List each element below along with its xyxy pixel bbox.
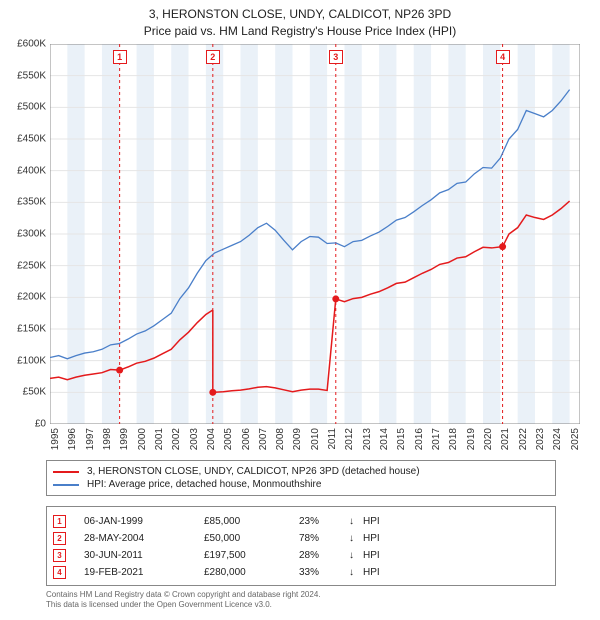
legend-swatch [53,471,79,473]
y-tick-label: £300K [17,229,46,240]
x-tick-label: 1997 [85,428,96,450]
x-tick-label: 2021 [500,428,511,450]
event-marker-1: 1 [113,50,127,64]
title-address: 3, HERONSTON CLOSE, UNDY, CALDICOT, NP26… [0,6,600,23]
plot-svg [50,44,580,424]
events-box: 106-JAN-1999£85,00023%↓HPI228-MAY-2004£5… [46,506,556,586]
x-tick-label: 2000 [137,428,148,450]
x-tick-label: 2024 [552,428,563,450]
y-tick-label: £350K [17,197,46,208]
legend-swatch [53,484,79,486]
legend-label: HPI: Average price, detached house, Monm… [87,479,321,490]
y-tick-label: £600K [17,39,46,50]
event-price: £50,000 [204,533,299,544]
x-tick-label: 2006 [241,428,252,450]
down-arrow-icon: ↓ [349,550,363,561]
y-tick-label: £0 [35,419,46,430]
event-marker-3: 3 [329,50,343,64]
x-tick-label: 1999 [119,428,130,450]
x-tick-label: 2011 [327,428,338,450]
x-tick-label: 2020 [483,428,494,450]
event-price: £280,000 [204,567,299,578]
y-tick-label: £50K [23,387,46,398]
legend-box: 3, HERONSTON CLOSE, UNDY, CALDICOT, NP26… [46,460,556,496]
y-tick-label: £200K [17,292,46,303]
event-row: 1 06-JAN-1999£85,00023%↓HPI [53,513,549,530]
event-vs: HPI [363,567,380,578]
x-tick-label: 2023 [535,428,546,450]
event-vs: HPI [363,533,380,544]
event-diff: 28% [299,550,349,561]
event-price: £85,000 [204,516,299,527]
x-tick-label: 2017 [431,428,442,450]
x-tick-label: 2025 [570,428,581,450]
x-tick-label: 2019 [466,428,477,450]
down-arrow-icon: ↓ [349,533,363,544]
x-tick-label: 2015 [396,428,407,450]
x-tick-label: 1995 [50,428,61,450]
y-tick-label: £500K [17,102,46,113]
y-tick-label: £150K [17,324,46,335]
chart-area: £0£50K£100K£150K£200K£250K£300K£350K£400… [50,44,580,424]
chart-container: 3, HERONSTON CLOSE, UNDY, CALDICOT, NP26… [0,0,600,620]
event-diff: 23% [299,516,349,527]
x-tick-label: 1996 [67,428,78,450]
event-diff: 78% [299,533,349,544]
down-arrow-icon: ↓ [349,516,363,527]
event-date: 30-JUN-2011 [84,550,204,561]
x-tick-label: 2007 [258,428,269,450]
event-vs: HPI [363,550,380,561]
x-tick-label: 2009 [292,428,303,450]
footer-line2: This data is licensed under the Open Gov… [46,600,556,610]
footer-line1: Contains HM Land Registry data © Crown c… [46,590,556,600]
down-arrow-icon: ↓ [349,567,363,578]
x-tick-label: 2003 [189,428,200,450]
event-date: 06-JAN-1999 [84,516,204,527]
y-tick-label: £450K [17,134,46,145]
event-number-marker: 4 [53,566,66,579]
x-tick-label: 2022 [518,428,529,450]
x-tick-label: 2008 [275,428,286,450]
y-tick-label: £550K [17,70,46,81]
event-marker-4: 4 [496,50,510,64]
footer-attribution: Contains HM Land Registry data © Crown c… [46,590,556,611]
title-subtitle: Price paid vs. HM Land Registry's House … [0,23,600,40]
legend-label: 3, HERONSTON CLOSE, UNDY, CALDICOT, NP26… [87,466,420,477]
x-tick-label: 2013 [362,428,373,450]
x-tick-label: 2004 [206,428,217,450]
legend-row: HPI: Average price, detached house, Monm… [53,478,549,491]
x-tick-label: 2016 [414,428,425,450]
x-tick-label: 2010 [310,428,321,450]
chart-titles: 3, HERONSTON CLOSE, UNDY, CALDICOT, NP26… [0,0,600,40]
x-tick-label: 2002 [171,428,182,450]
event-vs: HPI [363,516,380,527]
x-tick-label: 2014 [379,428,390,450]
event-number-marker: 1 [53,515,66,528]
x-tick-label: 1998 [102,428,113,450]
event-number-marker: 2 [53,532,66,545]
y-tick-label: £100K [17,355,46,366]
event-row: 2 28-MAY-2004£50,00078%↓HPI [53,530,549,547]
event-price: £197,500 [204,550,299,561]
event-row: 3 30-JUN-2011£197,50028%↓HPI [53,547,549,564]
x-tick-label: 2005 [223,428,234,450]
event-date: 19-FEB-2021 [84,567,204,578]
event-number-marker: 3 [53,549,66,562]
legend-row: 3, HERONSTON CLOSE, UNDY, CALDICOT, NP26… [53,465,549,478]
x-tick-label: 2018 [448,428,459,450]
x-tick-label: 2012 [344,428,355,450]
event-diff: 33% [299,567,349,578]
event-marker-2: 2 [206,50,220,64]
event-row: 4 19-FEB-2021£280,00033%↓HPI [53,564,549,581]
y-tick-label: £250K [17,260,46,271]
x-tick-label: 2001 [154,428,165,450]
event-date: 28-MAY-2004 [84,533,204,544]
y-tick-label: £400K [17,165,46,176]
